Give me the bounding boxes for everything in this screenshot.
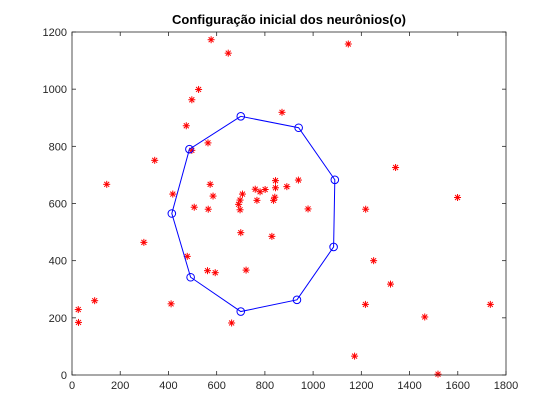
data-point-star <box>167 300 175 308</box>
data-point-star <box>224 49 232 57</box>
data-point-star <box>344 40 352 48</box>
data-point-star <box>361 300 369 308</box>
neuron-marker <box>330 175 340 185</box>
data-point-star <box>195 85 203 93</box>
data-point-star <box>204 205 212 213</box>
data-point-star <box>421 313 429 321</box>
x-tick-label: 0 <box>69 380 75 392</box>
x-tick-label: 1000 <box>301 380 325 392</box>
data-point-star <box>387 280 395 288</box>
x-tick-label: 1800 <box>494 380 518 392</box>
data-point-star <box>351 352 359 360</box>
data-point-star <box>362 205 370 213</box>
data-point-star <box>235 200 243 208</box>
data-point-star <box>228 319 236 327</box>
ticks-layer: 0 200 400 600 800 1000 1200 1400 1600 1800 0 200 400… <box>43 27 519 392</box>
data-point-star <box>204 139 212 147</box>
data-point-star <box>206 180 214 188</box>
x-tick-label: 1200 <box>349 380 373 392</box>
neuron-marker <box>236 307 246 316</box>
data-point-star <box>236 206 244 214</box>
x-tick-label: 400 <box>159 380 177 392</box>
data-point-star <box>140 238 148 246</box>
data-point-star <box>454 193 462 201</box>
data-point-star <box>370 257 378 265</box>
data-point-star <box>209 192 217 200</box>
data-point-star <box>278 108 286 116</box>
data-point-star <box>304 205 312 213</box>
data-point-star <box>251 185 259 193</box>
neuron-marker <box>186 272 195 282</box>
plot-area <box>72 32 506 375</box>
data-point-star <box>392 163 400 171</box>
data-point-star <box>211 269 219 277</box>
neuron-marker <box>329 242 338 252</box>
data-point-star <box>242 266 250 274</box>
data-point-star <box>261 185 269 193</box>
data-point-star <box>75 318 83 326</box>
data-point-star <box>204 267 212 275</box>
axes-box <box>71 31 507 376</box>
data-point-star <box>283 183 291 191</box>
data-point-star <box>91 297 99 305</box>
neuron-marker <box>294 123 303 133</box>
neuron-ring-line <box>171 115 336 313</box>
data-point-star <box>151 156 159 164</box>
neuron-marker <box>167 209 177 218</box>
data-point-star <box>434 370 442 378</box>
data-point-star <box>271 184 279 192</box>
y-tick-label: 1000 <box>43 84 67 96</box>
data-point-star <box>188 96 196 104</box>
data-point-star <box>268 232 276 240</box>
x-tick-label: 1600 <box>446 380 470 392</box>
data-point-star <box>182 122 190 130</box>
data-point-star <box>237 229 245 237</box>
data-point-star <box>253 196 261 204</box>
data-points-layer <box>74 36 494 378</box>
y-tick-label: 400 <box>49 256 67 268</box>
y-tick-label: 200 <box>49 313 67 325</box>
neuron-marker <box>292 295 302 305</box>
data-point-star <box>256 188 264 196</box>
data-point-star <box>74 306 82 314</box>
data-point-star <box>294 176 302 184</box>
neuron-marker <box>236 112 246 121</box>
data-point-star <box>486 300 494 308</box>
y-tick-label: 0 <box>61 370 67 382</box>
neuron-marker <box>185 144 194 154</box>
data-point-star <box>207 36 215 44</box>
x-tick-label: 800 <box>256 380 274 392</box>
data-point-star <box>270 196 278 204</box>
data-point-star <box>190 203 198 211</box>
neurons-layer <box>167 112 340 316</box>
y-tick-label: 1200 <box>43 27 67 39</box>
y-tick-label: 800 <box>49 141 67 153</box>
x-tick-label: 200 <box>111 380 129 392</box>
x-tick-label: 1400 <box>397 380 421 392</box>
x-tick-label: 600 <box>207 380 225 392</box>
y-tick-label: 600 <box>49 199 67 211</box>
data-point-star <box>103 180 111 188</box>
data-point-star <box>271 177 279 185</box>
data-point-star <box>169 190 177 198</box>
chart-title: Configuração inicial dos neurônios(o) <box>172 12 406 27</box>
data-point-star <box>238 190 246 198</box>
